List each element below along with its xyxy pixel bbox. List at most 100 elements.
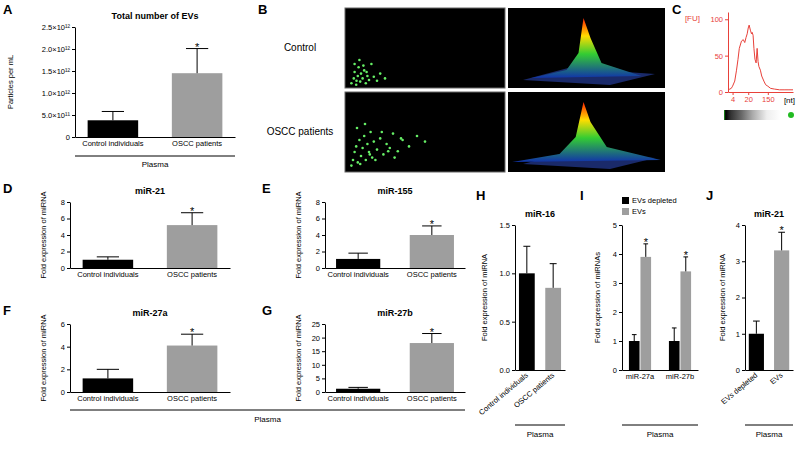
point xyxy=(368,151,371,154)
bar-panel: 05.0×10¹¹1.0×10¹²1.5×10¹²2.0×10¹²2.5×10¹… xyxy=(6,11,236,169)
group-label: Plasma xyxy=(254,415,281,424)
point xyxy=(392,132,395,135)
x-tick-label: OSCC patients xyxy=(407,394,457,403)
point xyxy=(359,163,362,166)
chart-title: miR-21 xyxy=(135,186,165,196)
x-axis: Control individualsOSCC patients xyxy=(477,370,565,416)
y-tick: 5.0×10¹¹ xyxy=(42,111,75,120)
marks xyxy=(629,244,691,370)
y-tick-mark xyxy=(67,202,70,203)
point xyxy=(358,59,361,62)
marks xyxy=(336,226,454,268)
point xyxy=(365,71,368,74)
y-tick: 0 xyxy=(66,133,75,142)
x-tick-label: OSCC patients xyxy=(512,370,556,409)
point xyxy=(360,155,363,158)
y-tick-mark xyxy=(322,219,325,220)
point xyxy=(364,123,367,126)
significance-mark: * xyxy=(195,41,200,53)
bar-panel: 0510152025Control individualsOSCC patien… xyxy=(294,308,466,403)
y-tick: 0 xyxy=(61,264,70,273)
y-tick-label: 4 xyxy=(61,343,65,352)
y-tick-mark xyxy=(72,115,75,116)
y-axis: 05.0×10¹¹1.0×10¹²1.5×10¹²2.0×10¹²2.5×10¹… xyxy=(42,23,76,142)
x-tick-label: miR-27b xyxy=(666,372,694,381)
point xyxy=(357,161,360,164)
y-tick-mark xyxy=(619,225,622,226)
bar xyxy=(336,389,380,392)
error-bar xyxy=(348,387,367,388)
x-tick: OSCC patients xyxy=(407,270,457,279)
group-line xyxy=(745,425,793,426)
point xyxy=(382,153,385,156)
bar xyxy=(88,120,139,137)
x-tick-label: Control individuals xyxy=(77,394,139,403)
y-tick: 1 xyxy=(736,330,745,339)
y-tick-mark xyxy=(619,283,622,284)
marks xyxy=(83,334,218,392)
legend-label: EVs xyxy=(632,207,646,216)
y-axis-line xyxy=(325,325,326,393)
x-tick-label: Control individuals xyxy=(328,270,390,279)
y-axis: 02468 xyxy=(61,198,71,273)
point xyxy=(355,80,358,83)
y-axis-line xyxy=(745,226,746,371)
chart-title: miR-155 xyxy=(377,186,412,196)
x-tick-label: 20 xyxy=(745,95,753,104)
error-bar xyxy=(632,335,637,341)
point xyxy=(373,140,376,143)
panel-letter: A xyxy=(3,2,13,17)
panel-letter: G xyxy=(262,303,272,318)
y-tick: 4 xyxy=(736,221,745,230)
y-tick-mark xyxy=(322,235,325,236)
y-tick-mark xyxy=(322,338,325,339)
y-tick-mark xyxy=(72,93,75,94)
bar xyxy=(172,73,223,137)
point xyxy=(353,71,356,74)
y-axis: 0.00.51.01.5 xyxy=(500,221,516,375)
y-tick: 1.0 xyxy=(500,269,515,278)
x-tick: EVs depleted xyxy=(719,371,759,407)
y-axis: 0246 xyxy=(61,320,71,397)
data-line xyxy=(728,25,793,90)
marks xyxy=(749,232,789,370)
y-tick-label: 1.0×10¹² xyxy=(42,89,71,98)
y-tick-label: 4 xyxy=(316,231,320,240)
x-tick-label: OSCC patients xyxy=(167,270,217,279)
y-tick: 2 xyxy=(61,247,70,256)
error-bar xyxy=(672,328,677,341)
group-label: Plasma xyxy=(647,430,674,439)
error-bar xyxy=(97,369,119,378)
y-tick-label: 0 xyxy=(61,388,65,397)
x-tick-label: OSCC patients xyxy=(172,139,222,148)
y-tick-label: 1.5 xyxy=(500,221,510,230)
y-tick-mark xyxy=(72,27,75,28)
figure: 05.0×10¹¹1.0×10¹²1.5×10¹²2.0×10¹²2.5×10¹… xyxy=(0,0,800,449)
marks xyxy=(519,246,561,370)
y-tick: 4 xyxy=(316,231,325,240)
point xyxy=(365,82,368,85)
y-tick: 15 xyxy=(312,347,325,356)
bar-panel: 012345miR-27amiR-27b**Fold expression of… xyxy=(593,196,699,439)
panel-letter: B xyxy=(258,2,267,17)
y-tick: 6 xyxy=(61,214,70,223)
x-tick: 20 xyxy=(745,92,753,104)
point xyxy=(389,147,392,150)
y-tick-mark xyxy=(322,365,325,366)
y-tick-label: 2.0×10¹² xyxy=(42,45,71,54)
x-tick-label: 4 xyxy=(731,95,735,104)
x-axis: EVs depletedEVs xyxy=(719,370,793,406)
y-axis-title: Fold expression of miRNA xyxy=(39,191,48,278)
point xyxy=(373,76,376,79)
significance-mark: * xyxy=(190,205,195,217)
y-tick: 2 xyxy=(613,308,622,317)
x-tick: Control individuals xyxy=(328,270,390,279)
error-bar xyxy=(97,257,119,260)
legend-label: EVs depleted xyxy=(632,196,677,205)
point xyxy=(363,69,366,72)
x-tick-label: OSCC patients xyxy=(407,270,457,279)
y-tick: 2 xyxy=(736,293,745,302)
view-background xyxy=(508,8,665,88)
y-tick-label: 2 xyxy=(316,247,320,256)
y-tick-label: 4 xyxy=(736,221,740,230)
